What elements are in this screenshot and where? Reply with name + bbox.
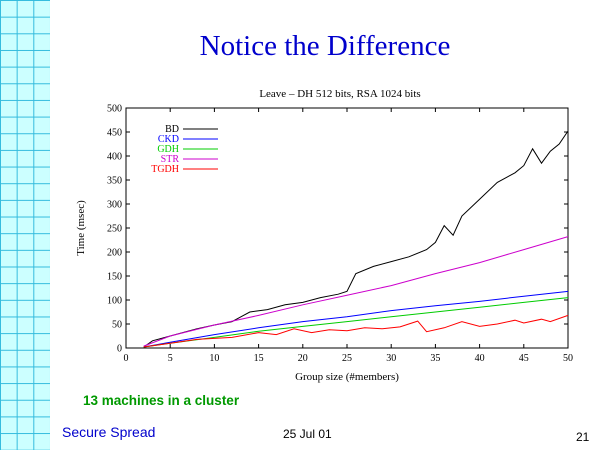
x-tick-label: 35 [430, 353, 440, 364]
y-tick-label: 200 [107, 248, 122, 259]
x-tick-label: 20 [298, 353, 308, 364]
axes: 0 5 10 15 20 25 30 35 40 45 5005010015020025030035… [107, 104, 573, 365]
series-lines [143, 130, 569, 348]
x-tick-label: 25 [342, 353, 352, 364]
slide-title: Notice the Difference [199, 30, 451, 62]
y-axis-label: Time (msec) [75, 200, 87, 256]
y-tick-label: 0 [117, 344, 122, 355]
decorative-grid-strip [0, 0, 50, 450]
y-tick-label: 450 [107, 128, 122, 139]
y-tick-label: 400 [107, 152, 122, 163]
y-tick-label: 50 [112, 320, 122, 331]
x-tick-label: 30 [386, 353, 396, 364]
legend-label-str: STR [161, 154, 180, 165]
x-tick-label: 50 [563, 353, 573, 364]
cluster-note: 13 machines in a cluster [83, 393, 240, 408]
y-tick-label: 100 [107, 296, 122, 307]
line-chart: Leave – DH 512 bits, RSA 1024 bits 0 5 10 1… [75, 88, 573, 383]
x-tick-label: 40 [475, 353, 485, 364]
series-line-str [143, 236, 569, 347]
x-axis-label: Group size (#members) [295, 371, 399, 383]
x-tick-label: 5 [168, 353, 173, 364]
footer-date: 25 Jul 01 [283, 427, 332, 441]
x-tick-label: 15 [254, 353, 264, 364]
series-line-bd [143, 130, 569, 348]
x-tick-label: 10 [209, 353, 219, 364]
legend-label-gdh: GDH [157, 144, 179, 155]
y-tick-label: 500 [107, 104, 122, 115]
legend-label-tgdh: TGDH [151, 164, 179, 175]
series-line-ckd [143, 290, 569, 348]
plot-frame [125, 107, 569, 349]
page-number: 21 [576, 430, 590, 444]
footer-label: Secure Spread [62, 424, 156, 440]
y-tick-label: 350 [107, 176, 122, 187]
y-tick-label: 150 [107, 272, 122, 283]
legend-label-ckd: CKD [158, 134, 179, 145]
y-tick-label: 300 [107, 200, 122, 211]
y-tick-label: 250 [107, 224, 122, 235]
x-tick-label: 45 [519, 353, 529, 364]
chart-title: Leave – DH 512 bits, RSA 1024 bits [259, 88, 420, 100]
chart-panel: Leave – DH 512 bits, RSA 1024 bits 0 5 10 1… [70, 80, 580, 387]
legend-label-bd: BD [165, 124, 179, 135]
x-tick-label: 0 [124, 353, 129, 364]
series-line-tgdh [143, 314, 569, 348]
